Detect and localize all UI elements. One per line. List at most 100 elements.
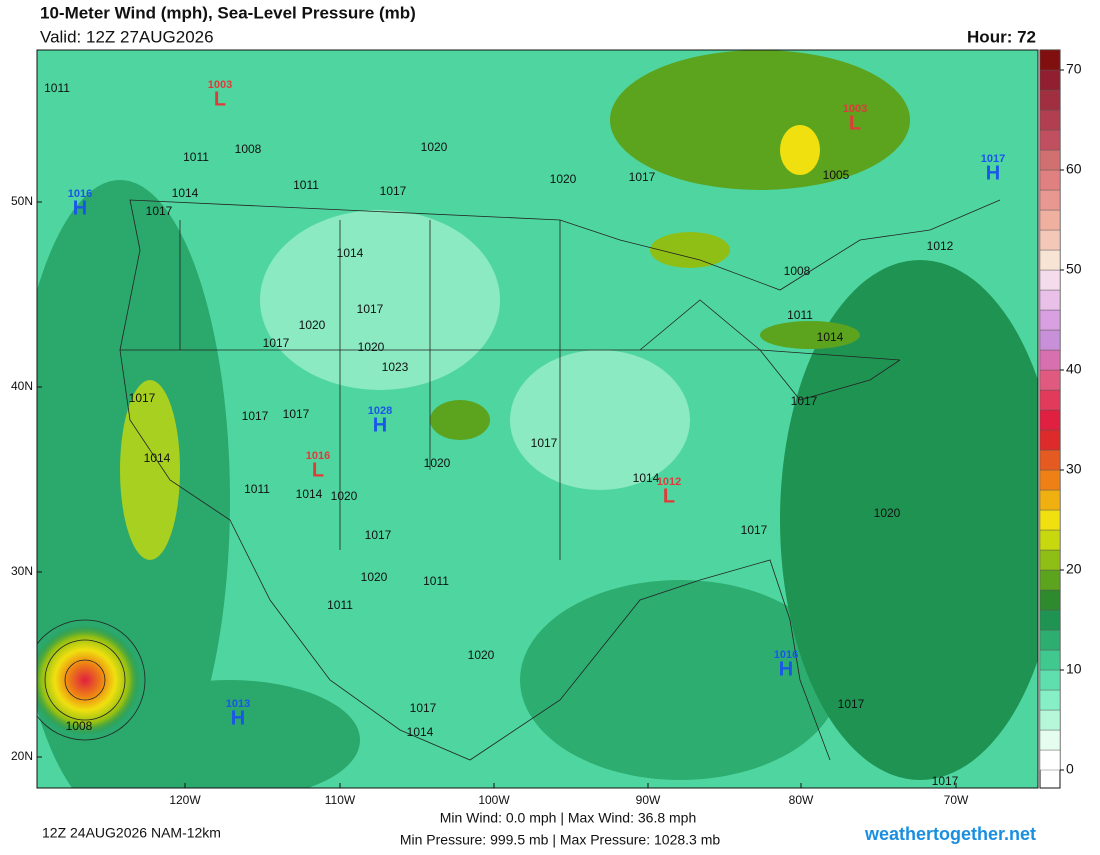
isobar-label: 1020 [468, 648, 495, 662]
lon-label: 80W [789, 793, 814, 807]
isobar-label: 1005 [823, 168, 850, 182]
colorbar-bin [1039, 149, 1061, 171]
isobar-label: 1008 [784, 264, 811, 278]
isobar-label: 1008 [66, 719, 93, 733]
colorbar-bin [1039, 509, 1061, 531]
colorbar-bin [1039, 89, 1061, 111]
isobar-label: 1020 [421, 140, 448, 154]
isobar-label: 1020 [361, 570, 388, 584]
isobar-label: 1017 [531, 436, 558, 450]
center-pressure: 1016 [774, 649, 798, 661]
colorbar-bin [1039, 249, 1061, 271]
isobar-label: 1011 [423, 574, 449, 588]
lat-label: 20N [11, 749, 33, 763]
colorbar-bin [1039, 129, 1061, 151]
isobar-label: 1017 [629, 170, 656, 184]
colorbar-bin [1039, 629, 1061, 651]
center-pressure: 1028 [368, 405, 392, 417]
pressure-stats: Min Pressure: 999.5 mb | Max Pressure: 1… [400, 832, 721, 848]
isobar-label: 1017 [242, 409, 269, 423]
lat-label: 30N [11, 564, 33, 578]
isobar-label: 1011 [183, 150, 209, 164]
colorbar-bin [1039, 229, 1061, 251]
isobar-label: 1017 [146, 204, 173, 218]
center-pressure: 1013 [226, 698, 250, 710]
colorbar-bin [1039, 309, 1061, 331]
colorbar-bin [1039, 709, 1061, 731]
isobar-label: 1014 [337, 246, 364, 260]
isobar-label: 1014 [817, 330, 844, 344]
isobar-label: 1020 [331, 489, 358, 503]
center-letter: L [663, 485, 675, 507]
lon-label: 70W [944, 793, 969, 807]
colorbar-bin [1039, 649, 1061, 671]
colorbar-bin [1039, 349, 1061, 371]
isobar-label: 1011 [327, 598, 353, 612]
site-credit[interactable]: weathertogether.net [864, 824, 1036, 844]
colorbar-label: 70 [1066, 61, 1082, 77]
isobar-label: 1017 [129, 391, 156, 405]
lon-label: 110W [325, 793, 356, 807]
isobar-label: 1014 [296, 487, 323, 501]
map-background [37, 50, 1038, 788]
colorbar-label: 60 [1066, 161, 1082, 177]
lon-label: 120W [169, 793, 201, 807]
colorbar-bin [1039, 749, 1061, 771]
isobar-label: 1017 [932, 774, 959, 788]
colorbar-bin [1039, 529, 1061, 551]
colorbar-bin [1039, 729, 1061, 751]
center-letter: H [986, 162, 1000, 184]
center-letter: H [779, 658, 793, 680]
lon-label: 90W [636, 793, 661, 807]
colorbar-bin [1039, 469, 1061, 491]
colorbar-bin [1039, 449, 1061, 471]
isobar-label: 1017 [263, 336, 290, 350]
colorbar-bin [1039, 269, 1061, 291]
isobar-label: 1017 [380, 184, 407, 198]
lon-label: 100W [478, 793, 510, 807]
isobar-label: 1017 [357, 302, 384, 316]
isobar-label: 1014 [144, 451, 171, 465]
colorbar-label: 50 [1066, 261, 1082, 277]
isobar-label: 1011 [244, 482, 270, 496]
colorbar-bin [1039, 329, 1061, 351]
wind-stats: Min Wind: 0.0 mph | Max Wind: 36.8 mph [440, 810, 697, 826]
isobar-label: 1011 [44, 81, 70, 95]
isobar-label: 1020 [874, 506, 901, 520]
title: 10-Meter Wind (mph), Sea-Level Pressure … [40, 3, 416, 22]
isobar-label: 1017 [365, 528, 392, 542]
isobar-label: 1012 [927, 239, 954, 253]
colorbar-bin [1039, 549, 1061, 571]
center-letter: L [849, 112, 861, 134]
isobar-label: 1011 [787, 308, 813, 322]
isobar-label: 1014 [407, 725, 434, 739]
colorbar-bin [1039, 109, 1061, 131]
isobar-label: 1014 [172, 186, 199, 200]
colorbar-bin [1039, 289, 1061, 311]
lat-label: 40N [11, 379, 33, 393]
center-pressure: 1003 [208, 79, 232, 91]
colorbar-bin [1039, 689, 1061, 711]
colorbar-label: 20 [1066, 561, 1082, 577]
isobar-label: 1017 [410, 701, 437, 715]
colorbar-bin [1039, 209, 1061, 231]
isobar-label: 1017 [838, 697, 865, 711]
valid-time: Valid: 12Z 27AUG2026 [40, 27, 214, 46]
isobar-label: 1017 [741, 523, 768, 537]
colorbar-bin [1039, 189, 1061, 211]
colorbar-bin [1039, 389, 1061, 411]
center-letter: H [231, 707, 245, 729]
isobar-label: 1014 [633, 471, 660, 485]
colorbar-bin [1039, 169, 1061, 191]
colorbar-label: 40 [1066, 361, 1082, 377]
colorbar-label: 10 [1066, 661, 1082, 677]
map-frame [36, 49, 1039, 789]
colorbar-label: 30 [1066, 461, 1082, 477]
center-pressure: 1003 [843, 103, 867, 115]
lat-label: 50N [11, 194, 33, 208]
colorbar-bin [1039, 489, 1061, 511]
colorbar-label: 0 [1066, 761, 1074, 777]
center-letter: H [373, 414, 387, 436]
colorbar-bin [1039, 409, 1061, 431]
